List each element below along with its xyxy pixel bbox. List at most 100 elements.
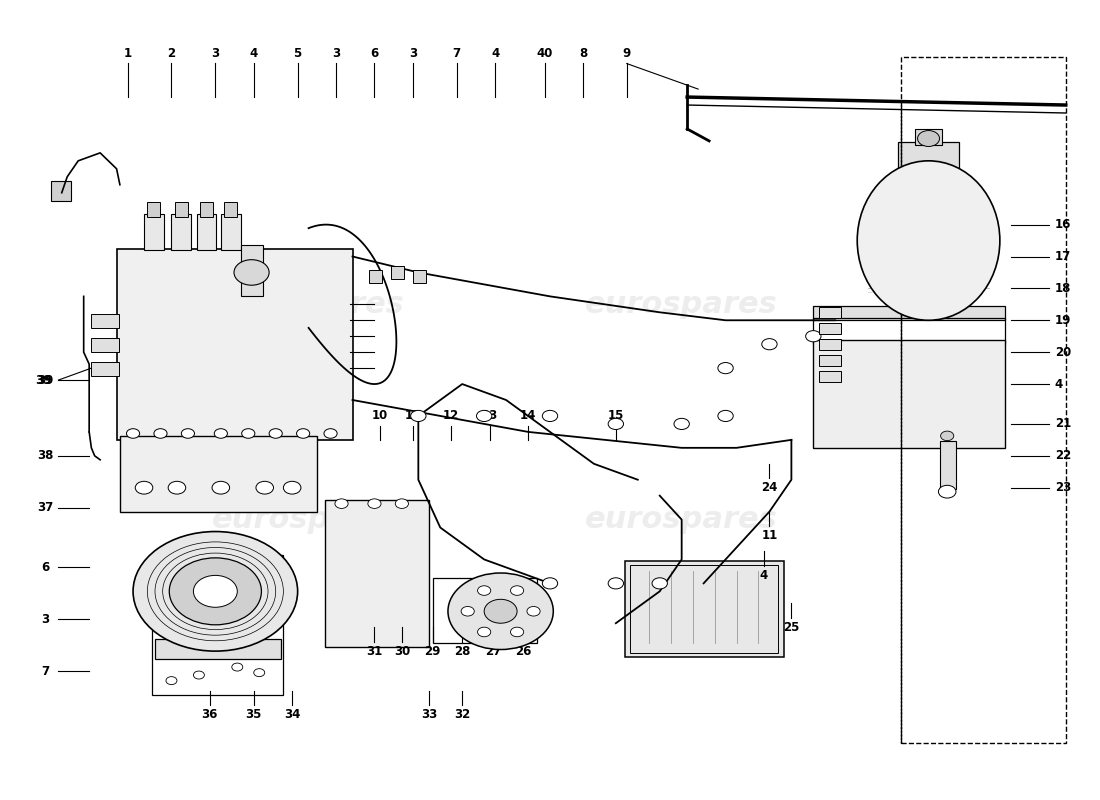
Circle shape [126, 429, 140, 438]
Circle shape [154, 429, 167, 438]
Bar [120, 436, 318, 512]
Text: eurospares: eurospares [212, 290, 405, 319]
Text: 6: 6 [41, 561, 50, 574]
Text: 31: 31 [366, 645, 383, 658]
Circle shape [718, 362, 734, 374]
Ellipse shape [857, 161, 1000, 320]
Bar [915, 129, 942, 145]
Circle shape [194, 575, 238, 607]
Bar [172, 214, 191, 250]
Bar [432, 578, 537, 643]
Circle shape [476, 410, 492, 422]
Text: 28: 28 [454, 645, 471, 658]
Text: eurospares: eurospares [585, 290, 778, 319]
Circle shape [232, 663, 243, 671]
Text: 21: 21 [1055, 418, 1071, 430]
Text: 7: 7 [41, 665, 50, 678]
Circle shape [484, 599, 517, 623]
Text: 7: 7 [453, 46, 461, 60]
Text: 3: 3 [211, 46, 219, 60]
Circle shape [510, 586, 524, 595]
Text: 30: 30 [394, 645, 410, 658]
Text: 9: 9 [623, 46, 631, 60]
Text: 39: 39 [35, 374, 52, 386]
Text: 26: 26 [516, 645, 532, 658]
Bar [147, 202, 161, 217]
Circle shape [762, 338, 777, 350]
Bar [818, 338, 840, 350]
Text: 15: 15 [607, 410, 624, 422]
Bar [155, 639, 282, 659]
Circle shape [135, 482, 153, 494]
Circle shape [367, 499, 381, 509]
Bar [152, 555, 284, 695]
Text: 6: 6 [371, 46, 378, 60]
Circle shape [608, 578, 624, 589]
Text: eurospares: eurospares [212, 505, 405, 534]
Text: 38: 38 [37, 450, 54, 462]
Bar [813, 340, 1005, 448]
Text: 11: 11 [405, 410, 421, 422]
Text: 14: 14 [520, 410, 536, 422]
Text: 29: 29 [425, 645, 441, 658]
Bar [813, 318, 1005, 344]
Text: 39: 39 [37, 374, 54, 386]
Circle shape [542, 578, 558, 589]
Bar [625, 561, 783, 657]
Bar [818, 370, 840, 382]
Bar [818, 354, 840, 366]
Bar [241, 245, 263, 296]
Text: 20: 20 [1055, 346, 1071, 358]
Bar [939, 442, 956, 490]
Text: 12: 12 [443, 410, 460, 422]
Circle shape [242, 429, 255, 438]
Circle shape [256, 482, 274, 494]
Text: 18: 18 [1055, 282, 1071, 295]
Circle shape [395, 499, 408, 509]
Circle shape [938, 486, 956, 498]
Text: 5: 5 [294, 46, 301, 60]
Text: 25: 25 [783, 621, 800, 634]
Text: 19: 19 [1055, 314, 1071, 326]
Circle shape [334, 499, 348, 509]
Circle shape [477, 627, 491, 637]
Circle shape [940, 431, 954, 441]
Bar [175, 202, 188, 217]
Circle shape [448, 573, 553, 650]
Bar [221, 214, 241, 250]
Text: 4: 4 [760, 569, 768, 582]
Circle shape [805, 330, 821, 342]
Text: 13: 13 [482, 410, 498, 422]
Text: 4: 4 [250, 46, 257, 60]
Bar [91, 338, 119, 352]
Bar [630, 565, 778, 653]
Circle shape [410, 410, 426, 422]
Text: 24: 24 [761, 481, 778, 494]
Circle shape [718, 410, 734, 422]
Text: 3: 3 [409, 46, 417, 60]
Text: 40: 40 [537, 46, 552, 60]
Circle shape [284, 482, 301, 494]
Bar [390, 266, 404, 279]
Text: 17: 17 [1055, 250, 1071, 263]
Bar [224, 202, 238, 217]
Bar [51, 181, 70, 201]
Circle shape [461, 606, 474, 616]
Circle shape [917, 130, 939, 146]
Text: 36: 36 [201, 709, 218, 722]
Text: 10: 10 [372, 410, 388, 422]
Bar [368, 270, 382, 283]
Bar [197, 214, 217, 250]
Text: 4: 4 [1055, 378, 1063, 390]
Text: 32: 32 [454, 709, 471, 722]
Text: 1: 1 [123, 46, 132, 60]
Bar [898, 142, 959, 173]
Circle shape [254, 669, 265, 677]
Circle shape [652, 578, 668, 589]
Text: 35: 35 [245, 709, 262, 722]
Text: eurospares: eurospares [585, 505, 778, 534]
Bar [117, 249, 352, 440]
Circle shape [608, 418, 624, 430]
Bar [91, 362, 119, 376]
Text: 16: 16 [1055, 218, 1071, 231]
